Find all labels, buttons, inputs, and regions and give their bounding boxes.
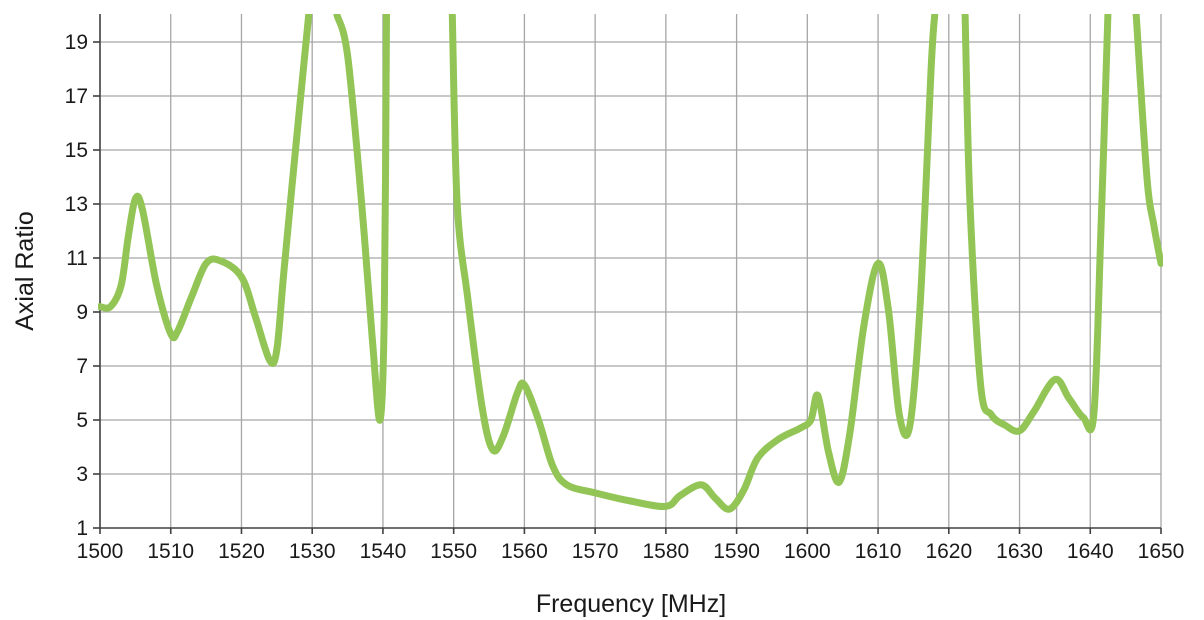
y-tick-label: 7	[76, 355, 88, 378]
x-tick-label: 1530	[289, 540, 336, 563]
x-tick-label: 1500	[77, 540, 124, 563]
axes	[93, 14, 1162, 534]
x-axis-title: Frequency [MHz]	[536, 590, 726, 618]
x-tick-label: 1580	[643, 540, 690, 563]
x-tick-label: 1520	[218, 540, 265, 563]
x-tick-label: 1650	[1138, 540, 1185, 563]
y-axis-title: Axial Ratio	[11, 211, 39, 331]
series-line	[448, 14, 939, 513]
y-tick-label: 1	[76, 517, 88, 540]
x-tick-label: 1610	[855, 540, 902, 563]
series-layer	[98, 14, 1163, 513]
x-tick-label: 1640	[1067, 540, 1114, 563]
x-tick-label: 1630	[996, 540, 1043, 563]
y-tick-label: 15	[65, 139, 88, 162]
x-tick-label: 1560	[501, 540, 548, 563]
x-tick-label: 1550	[430, 540, 477, 563]
series-line	[1132, 14, 1163, 267]
series-line	[333, 14, 390, 424]
x-tick-label: 1600	[784, 540, 831, 563]
grid	[100, 14, 1162, 528]
x-tick-label: 1590	[713, 540, 760, 563]
y-tick-label: 17	[65, 85, 88, 108]
y-tick-label: 3	[76, 463, 88, 486]
y-tick-label: 9	[76, 301, 88, 324]
x-tick-label: 1620	[925, 540, 972, 563]
x-tick-label: 1570	[572, 540, 619, 563]
tick-labels: 1500 1510 1520 1530 1540 1550 1560 1570 1580 1590…	[65, 31, 1185, 563]
y-tick-label: 5	[76, 409, 88, 432]
y-tick-label: 13	[65, 193, 88, 216]
series-line	[98, 14, 313, 367]
x-tick-label: 1510	[147, 540, 194, 563]
x-tick-label: 1540	[360, 540, 407, 563]
y-tick-label: 11	[66, 247, 88, 270]
series-line	[961, 14, 1112, 435]
y-tick-label: 19	[65, 31, 88, 54]
